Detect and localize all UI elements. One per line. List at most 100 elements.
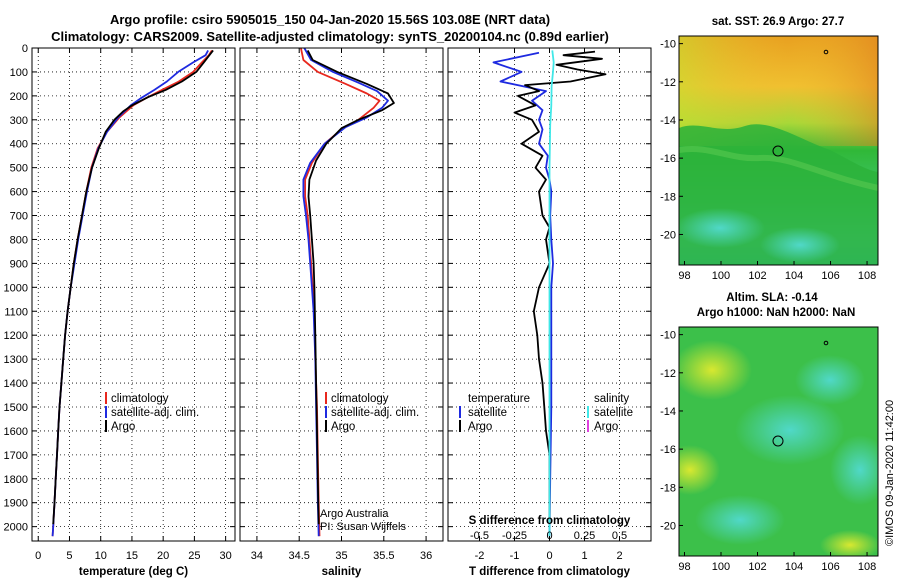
x-tick-label: 34 <box>251 550 263 562</box>
map-y-tick-label: -16 <box>660 153 676 165</box>
y-tick-label: 2000 <box>4 522 28 534</box>
sst-map-frame <box>678 35 879 266</box>
argo-location-marker <box>772 145 784 157</box>
legend-label-climatology: climatology <box>331 393 389 405</box>
map-y-tick-label: -12 <box>660 77 676 89</box>
legend-heading-temperature: temperature <box>468 393 530 405</box>
y-tick-label: 500 <box>10 163 28 175</box>
map-x-tick-label: 104 <box>785 561 803 573</box>
top-tick-label: 0.5 <box>612 530 627 542</box>
sla-map <box>679 327 878 556</box>
y-tick-label: 1900 <box>4 498 28 510</box>
top-tick-label: -0.25 <box>502 530 527 542</box>
imos-credit: ©IMOS 09-Jan-2020 11:42:00 <box>884 400 896 546</box>
map-x-tick-label: 106 <box>821 270 839 282</box>
x-axis-label-temperature: temperature (deg C) <box>79 566 188 578</box>
chart-title-line1: Argo profile: csiro 5905015_150 04-Jan-2… <box>109 12 551 27</box>
x-tick-label: 35 <box>335 550 347 562</box>
panel-salinity: 34 34.5 35 35.5 36 salinity climatology satelli… <box>239 47 444 578</box>
map-x-tick-label: 100 <box>712 561 730 573</box>
chart-title-line2: Climatology: CARS2009. Satellite-adjuste… <box>51 29 609 44</box>
y-tick-label: 800 <box>10 234 28 246</box>
y-tick-label: 1400 <box>4 378 28 390</box>
series-satellite-adj-clim-temperature <box>51 49 209 537</box>
y-tick-label: 700 <box>10 211 28 223</box>
x-tick-label: 34.5 <box>288 550 309 562</box>
map-y-tick-label: -10 <box>660 39 676 51</box>
sst-map-title: sat. SST: 26.9 Argo: 27.7 <box>712 16 845 28</box>
y-tick-label: 1100 <box>4 306 28 318</box>
y-tick-label: 1000 <box>4 282 28 294</box>
legend-heading-salinity: salinity <box>594 393 629 405</box>
x-tick-label: 36 <box>420 550 432 562</box>
top-tick-label: 0 <box>546 530 552 542</box>
float-marker-sla <box>823 340 829 346</box>
series-climatology-temperature <box>51 49 213 537</box>
series-argo-temperature <box>52 49 214 525</box>
map-x-tick-label: 100 <box>712 270 730 282</box>
map-x-tick-label: 106 <box>821 561 839 573</box>
x-tick-label: 1 <box>581 550 587 562</box>
legend-label-sal-satellite: satellite <box>594 407 633 419</box>
map-x-tick-label: 102 <box>748 561 766 573</box>
x-tick-label: 5 <box>66 550 72 562</box>
x-tick-label: 10 <box>95 550 107 562</box>
series-salinity-satellite-differences <box>548 50 555 537</box>
series-satellite-adj-clim-salinity <box>302 47 389 537</box>
map-y-tick-label: -20 <box>660 520 676 532</box>
legend-label-climatology: climatology <box>111 393 169 405</box>
y-tick-label: 1200 <box>4 330 28 342</box>
map-x-tick-label: 108 <box>858 270 876 282</box>
legend-label-temp-satellite: satellite <box>468 407 507 419</box>
credit-note: Argo Australia <box>320 508 389 520</box>
legend-label-temp-argo: Argo <box>468 421 492 433</box>
legend-label-argo: Argo <box>111 421 135 433</box>
x-tick-label: 35.5 <box>373 550 394 562</box>
legend-label-satellite-adj-clim: satellite-adj. clim. <box>111 407 199 419</box>
map-x-tick-label: 102 <box>748 270 766 282</box>
map-y-tick-label: -10 <box>660 330 676 342</box>
y-tick-label: 1600 <box>4 426 28 438</box>
top-tick-label: -0.5 <box>470 530 489 542</box>
series-temperature-satellite-differences <box>492 51 554 537</box>
panel-temperature: 0 5 10 15 20 25 30 temperature (deg C) 0 100 200 30… <box>4 43 236 578</box>
axes-frame-temperature <box>31 47 236 542</box>
y-tick-label: 400 <box>10 139 28 151</box>
y-tick-label: 100 <box>10 67 28 79</box>
map-y-tick-label: -14 <box>660 406 676 418</box>
panel-differences: -2 -1 0 1 2 T difference from climatology temp… <box>447 47 652 578</box>
map-y-tick-label: -14 <box>660 115 676 127</box>
legend-label-satellite-adj-clim: satellite-adj. clim. <box>331 407 419 419</box>
x-tick-label: 2 <box>616 550 622 562</box>
sla-map-title-line1: Altim. SLA: -0.14 <box>726 292 818 304</box>
series-temperature-argo-differences <box>513 50 607 525</box>
x-tick-label: 0 <box>35 550 41 562</box>
float-marker <box>823 49 829 55</box>
top-axis-label: S difference from climatology <box>469 515 631 527</box>
y-tick-label: 0 <box>22 43 28 55</box>
x-tick-label: 0 <box>546 550 552 562</box>
x-tick-label: 20 <box>157 550 169 562</box>
map-x-tick-label: 108 <box>858 561 876 573</box>
series-argo-salinity <box>306 49 395 525</box>
map-y-tick-label: -20 <box>660 229 676 241</box>
x-tick-label: 30 <box>220 550 232 562</box>
y-tick-label: 1800 <box>4 474 28 486</box>
legend-label-argo: Argo <box>331 421 355 433</box>
y-tick-label: 900 <box>10 258 28 270</box>
y-tick-label: 300 <box>10 115 28 127</box>
credit-note: PI: Susan Wijffels <box>320 521 406 533</box>
grid-temperature <box>32 47 235 541</box>
y-tick-label: 1700 <box>4 450 28 462</box>
x-tick-label: 25 <box>188 550 200 562</box>
x-axis-label-differences: T difference from climatology <box>469 566 631 578</box>
x-tick-label: 15 <box>126 550 138 562</box>
x-tick-label: -2 <box>475 550 485 562</box>
axes-frame-salinity <box>239 47 444 542</box>
top-tick-label: 0.25 <box>574 530 595 542</box>
map-y-tick-label: -16 <box>660 444 676 456</box>
y-tick-label: 1500 <box>4 402 28 414</box>
y-tick-label: 200 <box>10 91 28 103</box>
argo-location-marker-sla <box>772 435 784 447</box>
